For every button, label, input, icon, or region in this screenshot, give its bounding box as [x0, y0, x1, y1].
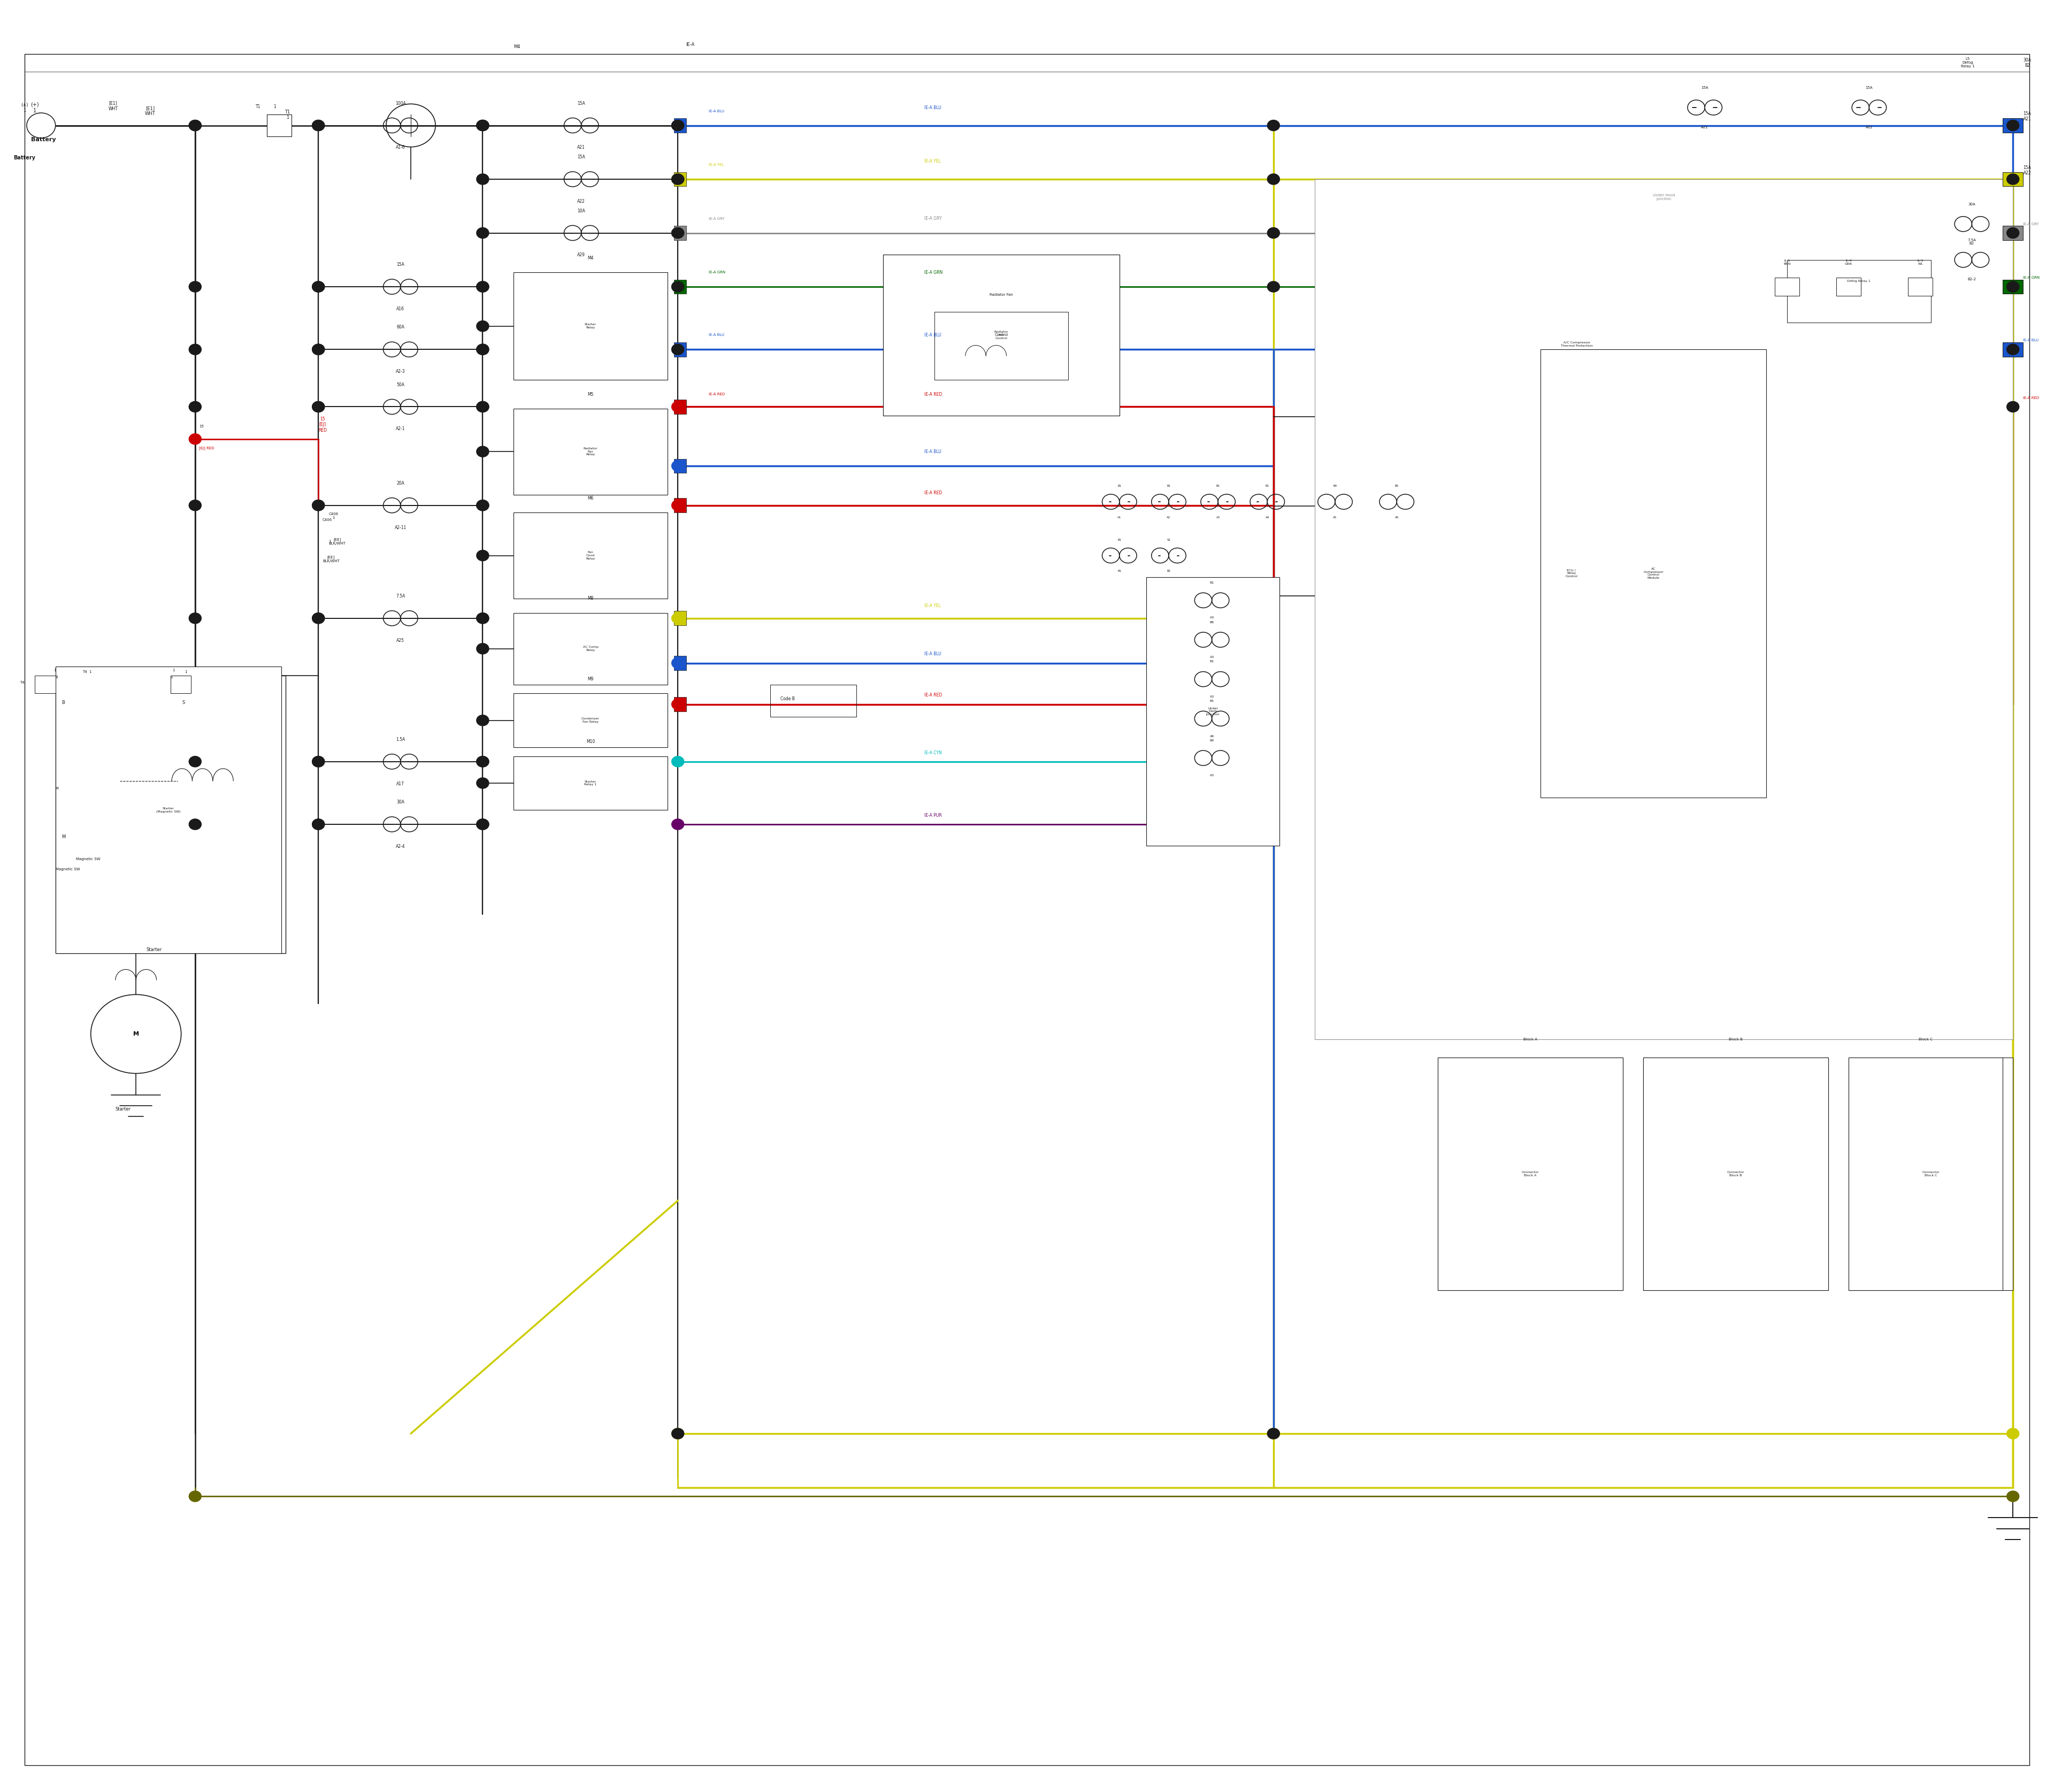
Circle shape — [2007, 344, 2019, 355]
Text: S2: S2 — [1167, 539, 1171, 541]
Text: Defog Relay 1: Defog Relay 1 — [1847, 280, 1871, 283]
Text: 1.5A: 1.5A — [396, 737, 405, 742]
Text: IE-A GRY: IE-A GRY — [2023, 222, 2040, 226]
Circle shape — [477, 778, 489, 788]
Text: ECU /
Relay
Control: ECU / Relay Control — [1565, 570, 1577, 577]
Circle shape — [672, 281, 684, 292]
Text: T1
1: T1 1 — [286, 109, 290, 120]
Text: A3: A3 — [1210, 774, 1214, 776]
Circle shape — [312, 500, 325, 511]
Bar — [170, 676, 191, 694]
Bar — [1438, 1057, 1623, 1290]
Text: Code B: Code B — [781, 697, 795, 701]
Bar — [514, 409, 668, 495]
Text: A21: A21 — [577, 145, 585, 151]
Text: T4  1: T4 1 — [82, 670, 92, 674]
Circle shape — [672, 344, 684, 355]
Circle shape — [672, 228, 684, 238]
Text: [E1]
WHT: [E1] WHT — [144, 106, 156, 116]
Circle shape — [477, 446, 489, 457]
Text: B2: B2 — [1970, 242, 1974, 246]
Text: 1: 1 — [329, 539, 331, 543]
Text: B1: B1 — [1117, 486, 1121, 487]
Text: Starter
Relay: Starter Relay — [585, 323, 596, 330]
Text: Radiator
Fan
Control: Radiator Fan Control — [994, 332, 1009, 339]
Text: A/C Compressor
Thermal Protection: A/C Compressor Thermal Protection — [1561, 340, 1594, 348]
Text: Connector
Block A: Connector Block A — [1522, 1170, 1538, 1177]
Text: 100A: 100A — [394, 100, 407, 106]
Circle shape — [312, 344, 325, 355]
Text: M10: M10 — [585, 740, 596, 744]
Text: IE-A GRY: IE-A GRY — [709, 217, 725, 220]
Circle shape — [2007, 281, 2019, 292]
Circle shape — [477, 344, 489, 355]
Circle shape — [2007, 228, 2019, 238]
Circle shape — [312, 613, 325, 624]
Text: Block C: Block C — [1918, 1038, 1933, 1041]
Bar — [674, 226, 686, 240]
Bar — [514, 513, 668, 599]
Circle shape — [312, 819, 325, 830]
Text: C406: C406 — [322, 518, 333, 521]
Text: Starter
(Magnetic SW): Starter (Magnetic SW) — [156, 806, 181, 814]
Text: 60A: 60A — [396, 324, 405, 330]
Circle shape — [672, 819, 684, 830]
Text: A2-3: A2-3 — [396, 369, 405, 375]
Text: 15A: 15A — [577, 154, 585, 159]
Text: IE-A GRN: IE-A GRN — [709, 271, 725, 274]
Text: B: B — [55, 676, 58, 679]
Text: S: S — [170, 676, 173, 679]
Circle shape — [672, 500, 684, 511]
Circle shape — [672, 344, 684, 355]
Text: A17: A17 — [396, 781, 405, 787]
Text: IE-A RED: IE-A RED — [709, 392, 725, 396]
Circle shape — [2007, 1428, 2019, 1439]
Text: M4: M4 — [514, 45, 520, 48]
Circle shape — [477, 401, 489, 412]
Circle shape — [672, 120, 684, 131]
Circle shape — [477, 344, 489, 355]
Text: IE-A BLU: IE-A BLU — [924, 106, 941, 109]
Text: Block B: Block B — [1729, 1038, 1742, 1041]
Text: Control: Control — [994, 333, 1009, 337]
Circle shape — [312, 281, 325, 292]
Circle shape — [1267, 281, 1280, 292]
Text: 7.5A: 7.5A — [396, 593, 405, 599]
Circle shape — [672, 228, 684, 238]
Circle shape — [312, 344, 325, 355]
Circle shape — [1267, 120, 1280, 131]
Text: B1: B1 — [1167, 486, 1171, 487]
Circle shape — [672, 461, 684, 471]
Circle shape — [189, 120, 201, 131]
Circle shape — [477, 174, 489, 185]
Text: 30A: 30A — [1968, 202, 1976, 206]
Bar — [1836, 278, 1861, 296]
Text: IE-A BLU: IE-A BLU — [924, 333, 941, 337]
Bar — [674, 118, 686, 133]
Text: IE-A YEL: IE-A YEL — [709, 163, 723, 167]
Bar — [1643, 1057, 1828, 1290]
Text: IE-A BLU: IE-A BLU — [2023, 339, 2040, 342]
Circle shape — [477, 281, 489, 292]
Text: 15A
A21: 15A A21 — [2023, 111, 2031, 122]
Text: M: M — [62, 835, 66, 839]
Text: [E1]
WHT: [E1] WHT — [109, 100, 117, 111]
Circle shape — [672, 401, 684, 412]
Text: IE-A BLU: IE-A BLU — [924, 652, 941, 656]
Circle shape — [189, 344, 201, 355]
Text: Magnetic SW: Magnetic SW — [76, 857, 101, 860]
Text: 30A: 30A — [396, 799, 405, 805]
Circle shape — [2007, 1491, 2019, 1502]
Text: A3: A3 — [1216, 516, 1220, 518]
Text: Under
Dash
Junction: Under Dash Junction — [1206, 708, 1220, 715]
Text: 1: 1 — [273, 104, 275, 109]
Text: IL-5
WL: IL-5 WL — [1918, 260, 1923, 265]
Text: 1: 1 — [173, 668, 175, 672]
Text: A25: A25 — [396, 638, 405, 643]
Text: B5: B5 — [1395, 486, 1399, 487]
Text: A2-4: A2-4 — [396, 844, 405, 849]
Text: IE-A RED: IE-A RED — [924, 491, 943, 495]
Text: 30A
B2: 30A B2 — [2023, 57, 2031, 68]
Text: Connector
Block B: Connector Block B — [1727, 1170, 1744, 1177]
Circle shape — [189, 500, 201, 511]
